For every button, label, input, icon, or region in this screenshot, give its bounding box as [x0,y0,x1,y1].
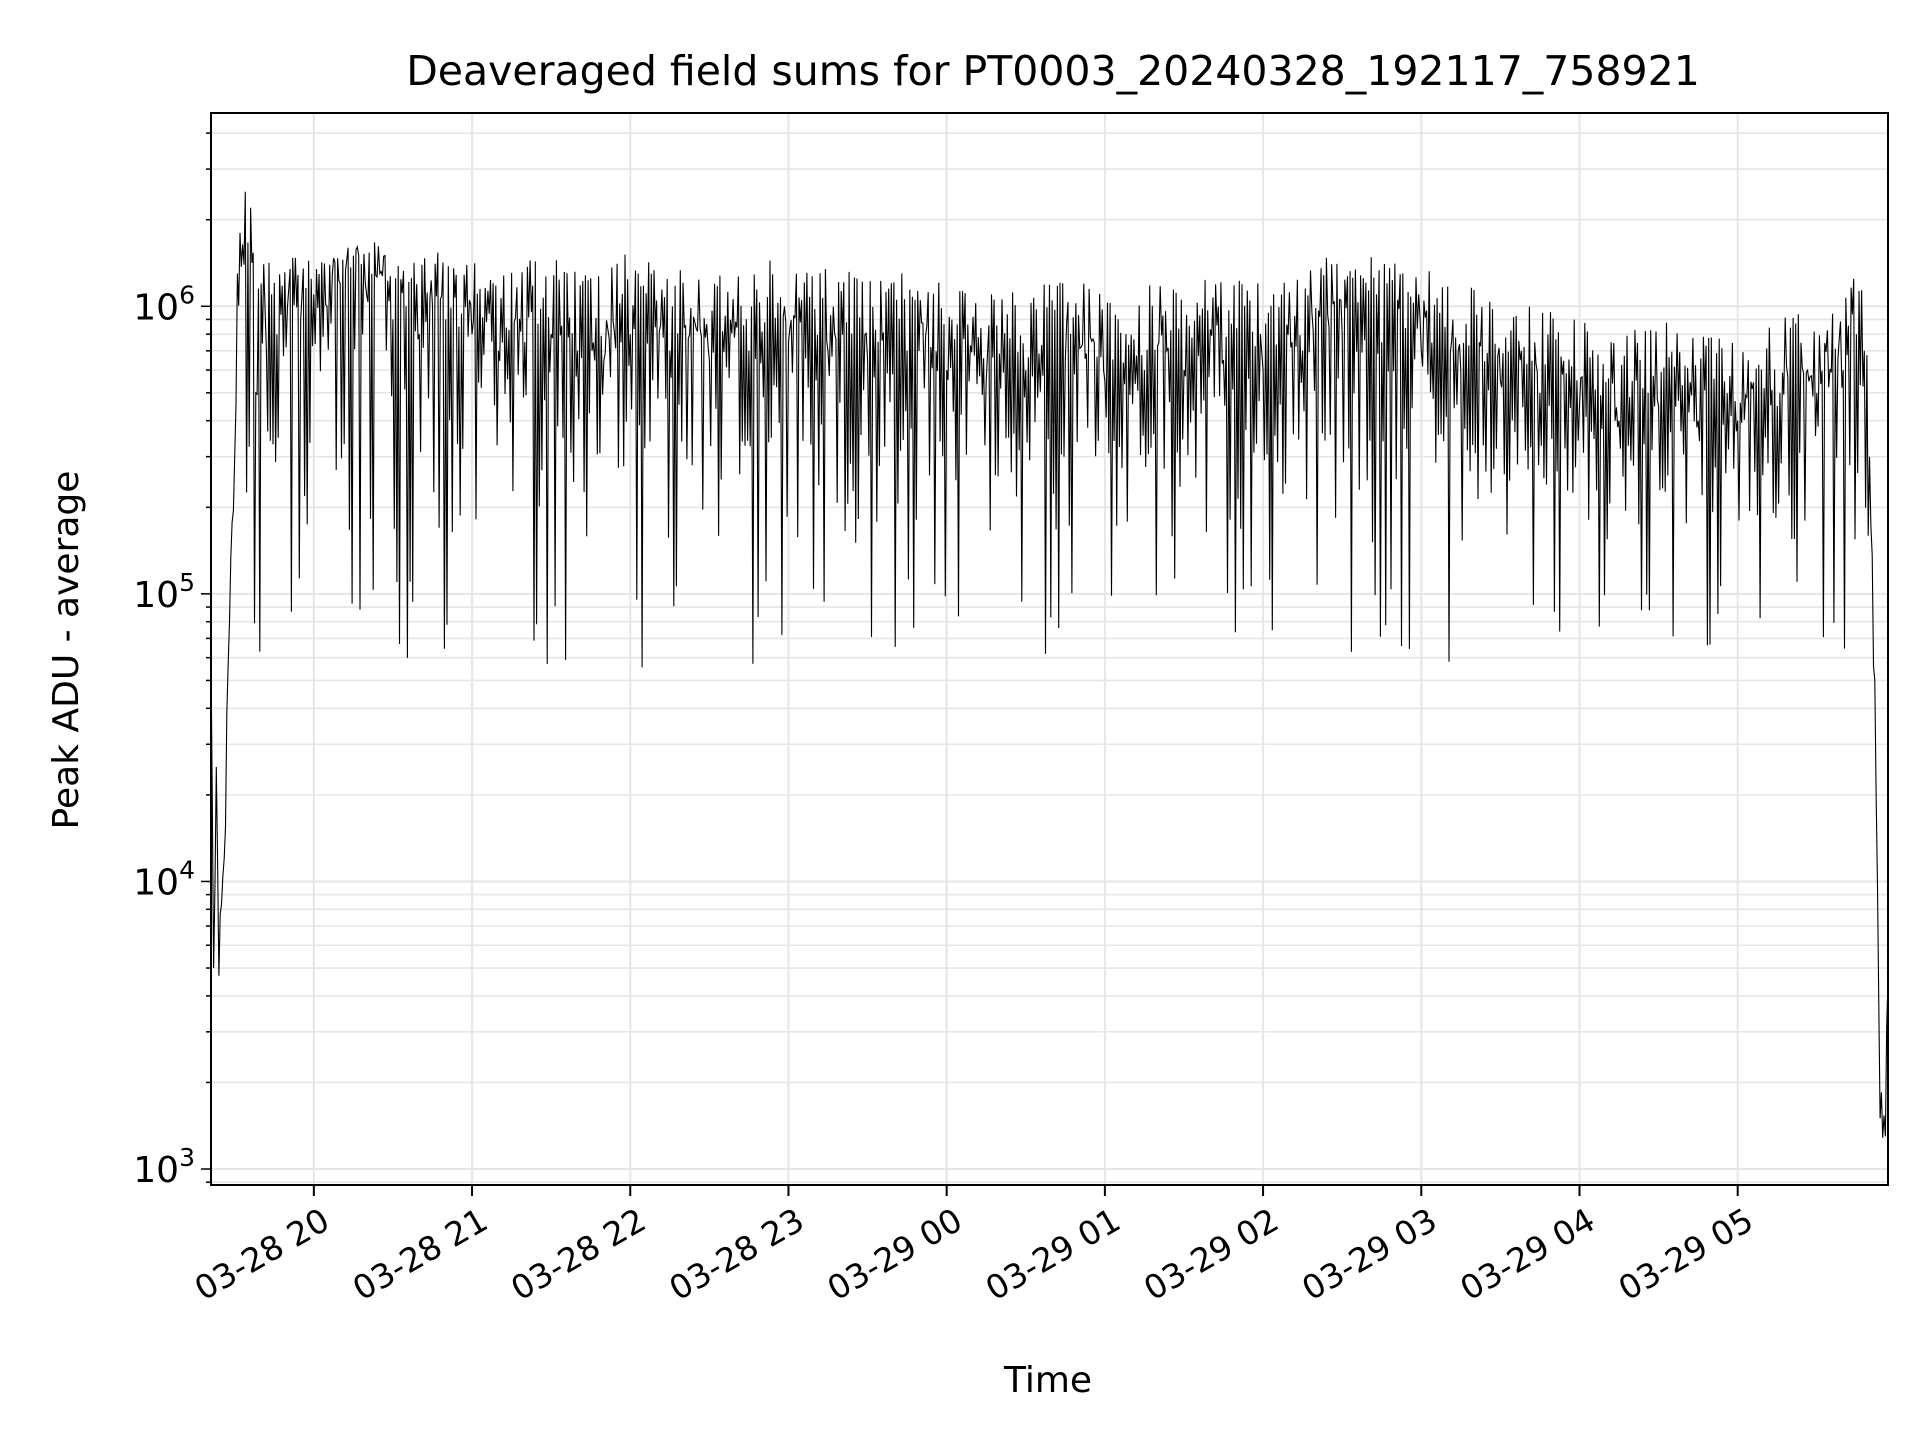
x-tick-label: 03-29 03 [1295,1200,1443,1308]
y-tick-label: 104 [133,855,195,903]
x-axis-label: Time [1003,1360,1092,1401]
grid [211,113,1888,1185]
plot-frame [210,112,1889,1186]
x-tick-label: 03-28 21 [346,1200,494,1308]
axes: 03-28 20 03-28 21 03-28 22 03-28 23 03-29 00… [133,112,1889,1308]
series-line [211,191,1888,1138]
y-tick-label: 105 [133,568,195,616]
x-tick-label: 03-28 20 [188,1200,336,1308]
x-tick-label: 03-28 23 [662,1200,810,1308]
x-tick-label: 03-29 04 [1453,1200,1601,1308]
x-tick-label: 03-28 22 [504,1200,652,1308]
x-tick-label: 03-29 01 [979,1200,1127,1308]
series-line-layer [211,191,1888,1138]
y-tick-label: 106 [133,280,195,328]
chart-title: Deaveraged field sums for PT0003_2024032… [406,47,1700,95]
y-axis-label: Peak ADU - average [46,471,87,830]
x-tick-label: 03-29 05 [1612,1200,1760,1308]
x-tick-label: 03-29 00 [821,1200,969,1308]
y-tick-label: 103 [133,1143,195,1191]
x-tick-label: 03-29 02 [1137,1200,1285,1308]
